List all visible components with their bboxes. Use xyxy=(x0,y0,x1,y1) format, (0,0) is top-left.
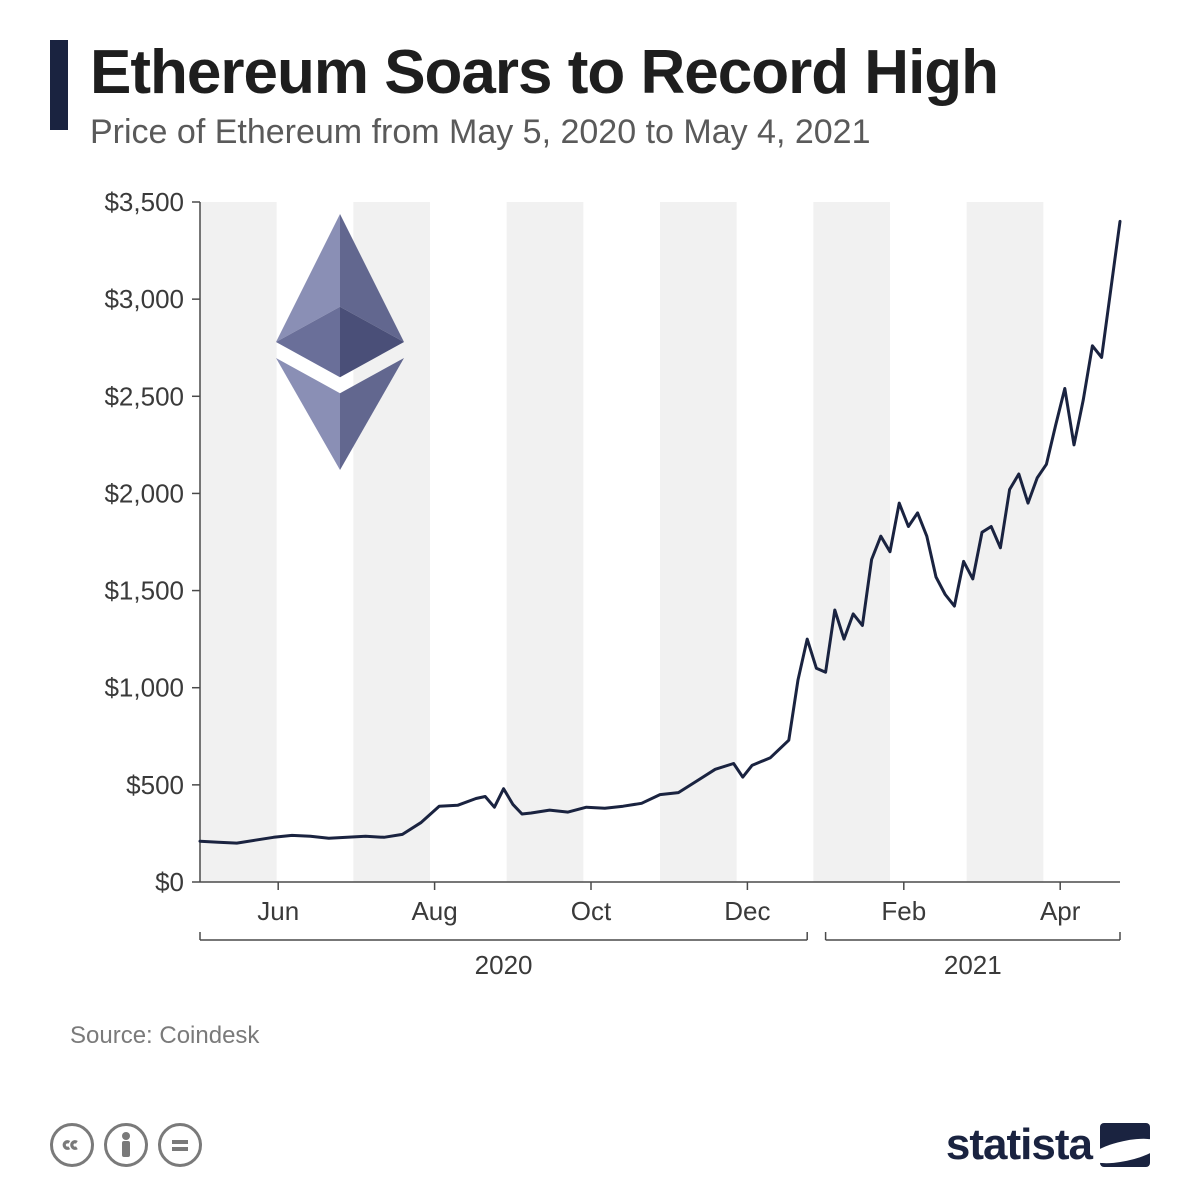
svg-text:Aug: Aug xyxy=(411,896,457,926)
header: Ethereum Soars to Record High Price of E… xyxy=(50,40,1150,152)
chart-subtitle: Price of Ethereum from May 5, 2020 to Ma… xyxy=(90,113,1150,152)
svg-text:$500: $500 xyxy=(126,770,184,800)
statista-logo: statista xyxy=(946,1120,1150,1170)
svg-text:$2,000: $2,000 xyxy=(104,479,184,509)
line-chart: $0 $500 $1,000 $1,500 $2,000 $2,500 $3,000 $3,5… xyxy=(70,182,1130,1002)
svg-text:$1,000: $1,000 xyxy=(104,673,184,703)
title-accent-bar xyxy=(50,40,68,130)
svg-text:Dec: Dec xyxy=(724,896,770,926)
source-label: Source: Coindesk xyxy=(70,1022,1150,1050)
license-icons xyxy=(50,1123,202,1167)
svg-text:Feb: Feb xyxy=(881,896,926,926)
chart-area: $0 $500 $1,000 $1,500 $2,000 $2,500 $3,000 $3,5… xyxy=(70,182,1130,1002)
svg-text:Jun: Jun xyxy=(257,896,299,926)
svg-text:Oct: Oct xyxy=(571,896,612,926)
svg-text:$2,500: $2,500 xyxy=(104,381,184,411)
svg-text:$3,500: $3,500 xyxy=(104,187,184,217)
ethereum-icon xyxy=(260,212,420,472)
footer: statista xyxy=(50,1120,1150,1170)
cc-icon xyxy=(50,1123,94,1167)
svg-text:$1,500: $1,500 xyxy=(104,576,184,606)
svg-text:2020: 2020 xyxy=(475,950,533,980)
svg-text:Apr: Apr xyxy=(1040,896,1081,926)
statista-text: statista xyxy=(946,1120,1092,1170)
chart-title: Ethereum Soars to Record High xyxy=(90,40,1150,105)
svg-text:2021: 2021 xyxy=(944,950,1002,980)
nd-icon xyxy=(158,1123,202,1167)
by-icon xyxy=(104,1123,148,1167)
svg-text:$3,000: $3,000 xyxy=(104,284,184,314)
statista-wave-icon xyxy=(1100,1123,1150,1167)
svg-text:$0: $0 xyxy=(155,867,184,897)
